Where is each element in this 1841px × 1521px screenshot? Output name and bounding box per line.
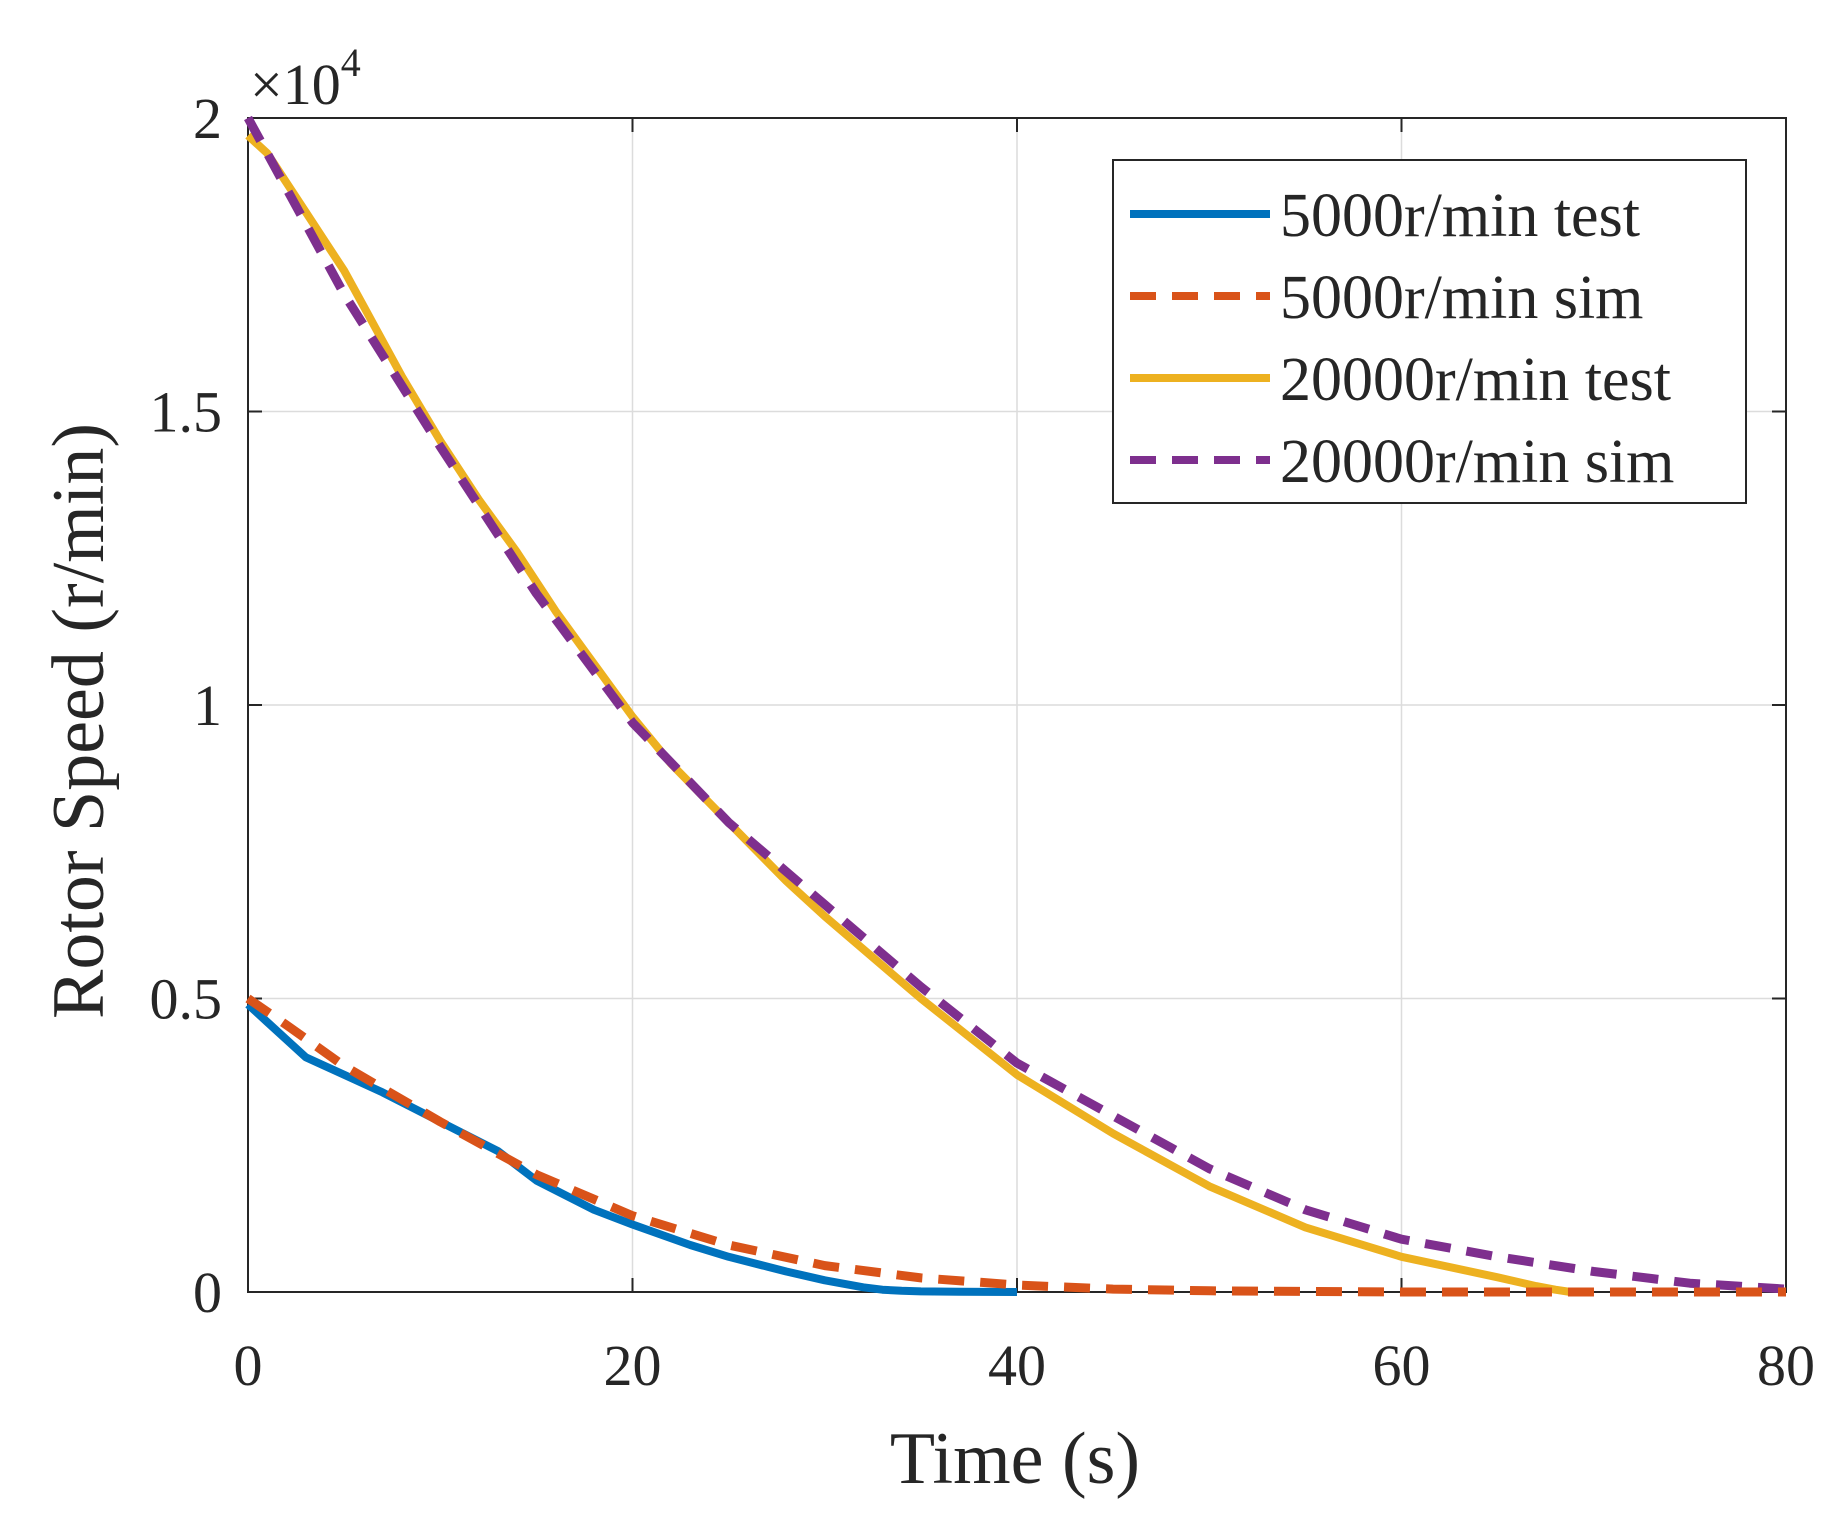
x-axis-title: Time (s) [890, 1418, 1140, 1500]
x-tick-label: 40 [988, 1333, 1046, 1398]
series-layer [244, 115, 1787, 1297]
x-tick-label: 0 [234, 1333, 263, 1398]
legend-label: 20000r/min sim [1280, 428, 1674, 496]
legend: 5000r/min test 5000r/min sim 20000r/min te… [1112, 159, 1747, 504]
y-axis-title: Rotor Speed (r/min) [38, 423, 120, 1019]
y-exponent-label: ×104 [250, 40, 361, 117]
y-exponent-base: ×10 [250, 52, 341, 117]
y-tick-label: 1 [193, 673, 222, 738]
y-tick-label: 1.5 [150, 380, 223, 445]
tick-labels: 0 20 40 60 80 0 0.5 1 1.5 2 [150, 86, 1816, 1398]
legend-label: 5000r/min test [1280, 182, 1640, 250]
x-tick-label: 20 [604, 1333, 662, 1398]
x-tick-label: 60 [1373, 1333, 1431, 1398]
series-line [245, 132, 1572, 1296]
series-line [244, 115, 1787, 1294]
y-tick-label: 2 [193, 86, 222, 151]
legend-label: 5000r/min sim [1280, 264, 1643, 332]
legend-label: 20000r/min test [1280, 346, 1671, 414]
x-tick-label: 80 [1757, 1333, 1815, 1398]
y-tick-label: 0.5 [150, 967, 223, 1032]
y-tick-label: 0 [193, 1260, 222, 1325]
series-line [245, 1001, 1018, 1296]
y-exponent-power: 4 [341, 40, 361, 85]
series-line [245, 994, 1786, 1297]
